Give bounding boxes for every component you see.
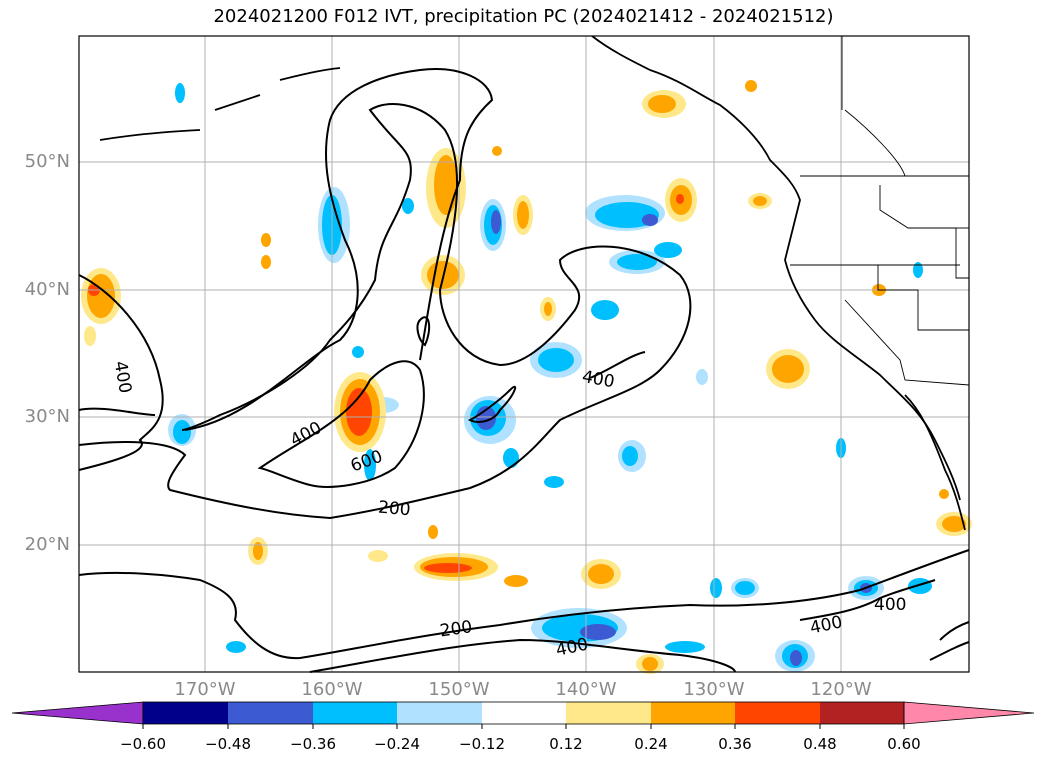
colorbar-tick-label: 0.24 [634,735,668,753]
lon-label: 150°W [428,679,490,700]
colorbar-tick-label: −0.60 [120,735,166,753]
lon-label: 170°W [174,679,236,700]
graticule [79,36,969,672]
colorbar [11,701,1035,729]
colorbar-tick-label: 0.60 [887,735,921,753]
colorbar-tick-label: −0.12 [459,735,505,753]
lat-label: 40°N [24,279,70,300]
lon-label: 140°W [555,679,617,700]
colorbar-cell [903,701,1035,725]
colorbar-cell [313,702,397,724]
lat-label: 50°N [24,151,70,172]
colorbar-cell [228,702,313,724]
colorbar-cell [482,702,566,724]
colorbar-cell [11,701,144,725]
colorbar-tick-label: −0.48 [205,735,251,753]
contour-label: 200 [377,498,411,521]
contour-label: 400 [874,595,906,615]
colorbar-tick-label: 0.36 [718,735,752,753]
lon-label: 120°W [810,679,872,700]
state-borders [790,36,970,386]
colorbar-tick-label: −0.36 [290,735,336,753]
map-title: 2024021200 F012 IVT, precipitation PC (2… [213,6,834,27]
lon-label: 130°W [683,679,745,700]
lat-label: 30°N [24,406,70,427]
lon-label: 160°W [301,679,363,700]
contour-label: 200 [439,617,474,641]
colorbar-cell [735,702,820,724]
colorbar-cell [820,702,904,724]
colorbar-cell [397,702,482,724]
coastlines [99,35,966,531]
colorbar-cell [566,702,651,724]
colorbar-tick-label: 0.12 [549,735,583,753]
ivt-contours [78,68,970,673]
colorbar-cell [143,702,228,724]
colorbar-cell [651,702,735,724]
colorbar-tick-label: −0.24 [374,735,420,753]
lat-label: 20°N [24,534,70,555]
colorbar-tick-label: 0.48 [803,735,837,753]
